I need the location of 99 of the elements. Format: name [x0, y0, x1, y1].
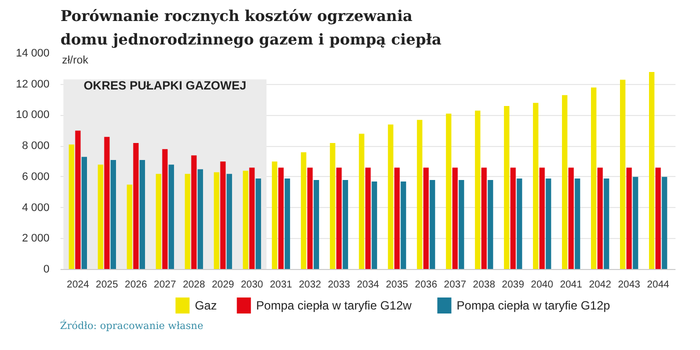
- bar: [342, 180, 348, 270]
- bar: [330, 142, 336, 270]
- bar: [110, 160, 116, 270]
- text: Źródło: opracowanie własne: [60, 320, 204, 334]
- y-tick-label: 4 000: [22, 202, 50, 214]
- x-tick-label: 2040: [530, 280, 554, 290]
- bar: [168, 164, 174, 270]
- legend-label: Pompa ciepła w taryfie G12w: [256, 298, 412, 312]
- legend-label: Pompa ciepła w taryfie G12p: [456, 298, 610, 312]
- bar: [104, 136, 110, 270]
- x-tick-label: 2024: [66, 280, 90, 290]
- bar: [126, 184, 132, 270]
- bar: [278, 168, 284, 270]
- bar: [98, 164, 104, 270]
- bar: [140, 160, 146, 270]
- y-tick-label: 8 000: [22, 140, 50, 152]
- legend-label: Gaz: [194, 298, 217, 312]
- bar: [474, 110, 480, 270]
- bar: [314, 180, 320, 270]
- bar: [394, 168, 400, 270]
- bar: [358, 134, 364, 270]
- bar: [481, 168, 487, 270]
- bar: [68, 144, 74, 270]
- bar: [510, 168, 516, 270]
- x-tick-label: 2044: [646, 280, 670, 290]
- bar: [82, 156, 87, 270]
- x-tick-label: 2026: [124, 280, 148, 290]
- bar: [75, 130, 81, 270]
- bar: [532, 102, 538, 270]
- bar: [504, 106, 510, 270]
- bar: [242, 170, 248, 270]
- bar: [516, 178, 522, 270]
- bar: [452, 168, 458, 270]
- x-tick-label: 2033: [328, 280, 351, 290]
- bar: [272, 162, 278, 270]
- bar: [488, 180, 494, 270]
- x-tick-label: 2028: [182, 280, 206, 290]
- bar: [604, 178, 610, 270]
- bar: [133, 142, 139, 270]
- bar: [284, 178, 290, 270]
- bar: [620, 80, 626, 270]
- bar: [568, 168, 574, 270]
- x-tick-label: 2038: [472, 280, 496, 290]
- bar: [539, 168, 545, 270]
- x-tick-label: 2037: [444, 280, 467, 290]
- x-tick-label: 2032: [298, 280, 322, 290]
- bar: [220, 162, 226, 270]
- band-label: OKRES PUŁAPKI GAZOWEJ: [84, 78, 246, 92]
- bar: [423, 168, 429, 270]
- bar: [562, 95, 568, 270]
- bar: [249, 168, 255, 270]
- x-tick-label: 2030: [240, 280, 264, 290]
- bar: [307, 168, 313, 270]
- x-tick-label: 2041: [560, 280, 583, 290]
- bar: [226, 174, 232, 270]
- bar: [214, 172, 220, 270]
- x-tick-label: 2027: [154, 280, 176, 290]
- bar: [590, 87, 596, 270]
- x-tick-label: 2039: [502, 280, 525, 290]
- y-axis-title: zł/rok: [62, 54, 89, 66]
- x-tick-label: 2025: [96, 280, 118, 290]
- bar: [372, 182, 378, 270]
- bar: [416, 120, 422, 270]
- bar: [458, 180, 464, 270]
- y-tick-label: 14 000: [16, 48, 50, 60]
- bar: [191, 155, 197, 270]
- bar: [336, 168, 342, 270]
- bar: [626, 168, 632, 270]
- y-tick-label: 2 000: [22, 232, 50, 245]
- bar: [300, 152, 306, 270]
- y-tick-label: 0: [43, 264, 50, 276]
- bar: [649, 72, 654, 270]
- bar: [662, 176, 668, 270]
- bar: [365, 168, 371, 270]
- x-tick-label: 2029: [212, 280, 235, 290]
- bar: [597, 168, 603, 270]
- bar: [655, 168, 661, 270]
- x-tick-label: 2036: [414, 280, 438, 290]
- bar: [162, 149, 168, 270]
- chart-title: Porównanie rocznych kosztów ogrzewania domu jednorodzinnego gazem i pompą ciepła: [60, 7, 442, 48]
- x-tick-label: 2031: [270, 280, 293, 290]
- bar: [400, 182, 406, 270]
- x-tick-label: 2034: [356, 280, 380, 290]
- bar: [198, 169, 204, 270]
- bar: [388, 124, 394, 270]
- bar: [430, 180, 436, 270]
- bar: [184, 174, 190, 270]
- bar: [256, 178, 262, 270]
- y-tick-label: 6 000: [22, 170, 50, 183]
- bar: [156, 174, 162, 270]
- y-tick-label: 10 000: [16, 109, 50, 122]
- x-tick-label: 2042: [588, 280, 612, 290]
- x-tick-label: 2043: [618, 280, 641, 290]
- bar: [574, 178, 580, 270]
- bar: [632, 176, 638, 270]
- bar: [546, 178, 552, 270]
- x-tick-label: 2035: [386, 280, 409, 290]
- bar: [446, 114, 452, 270]
- y-tick-label: 12 000: [16, 78, 50, 90]
